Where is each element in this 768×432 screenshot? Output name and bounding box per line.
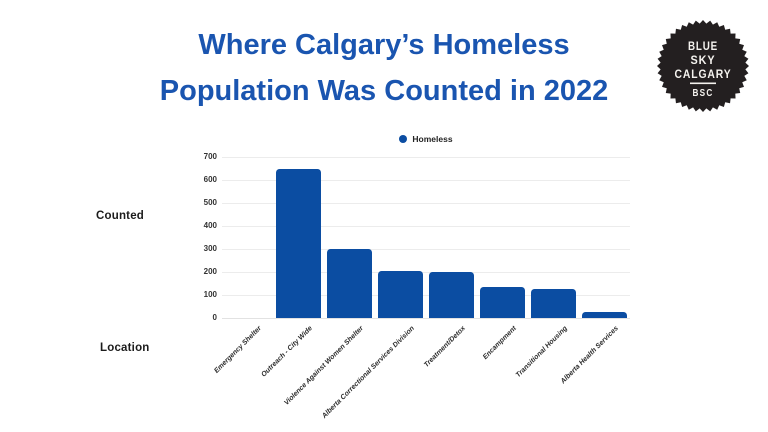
logo-divider xyxy=(690,82,716,85)
blue-sky-calgary-logo: BLUE SKY CALGARY BSC xyxy=(657,20,749,112)
gridline-700 xyxy=(222,157,630,158)
gridline-400 xyxy=(222,226,630,227)
y-tick-label-500: 500 xyxy=(203,198,217,207)
y-tick-label-600: 600 xyxy=(203,175,217,184)
logo-text-sky: SKY xyxy=(691,53,716,67)
logo-text-bsc: BSC xyxy=(693,88,714,99)
bar-encampment xyxy=(480,286,525,318)
gridline-300 xyxy=(222,249,630,250)
bar-alberta-correctional-services-division xyxy=(378,270,423,318)
gridline-600 xyxy=(222,180,630,181)
logo-text-blue: BLUE xyxy=(688,39,718,53)
y-tick-label-300: 300 xyxy=(203,244,217,253)
chart-title: Where Calgary’s Homeless Population Was … xyxy=(0,22,768,114)
legend: Homeless xyxy=(222,134,630,144)
legend-item: Homeless xyxy=(399,134,453,144)
bar-violence-against-women-shelter xyxy=(327,249,372,318)
gridline-0 xyxy=(222,318,630,319)
y-tick-label-200: 200 xyxy=(203,267,217,276)
bar-outreach-city-wide xyxy=(276,168,321,318)
logo-text-calgary: CALGARY xyxy=(675,67,732,81)
x-tick-label-emergency-shelter: Emergency Shelter xyxy=(212,325,263,375)
gridline-100 xyxy=(222,295,630,296)
bar-treatment-detox xyxy=(429,272,474,318)
legend-dot-icon xyxy=(399,135,408,143)
x-axis-title: Location xyxy=(100,342,150,354)
gridline-200 xyxy=(222,272,630,273)
y-tick-label-700: 700 xyxy=(203,152,217,161)
y-axis-title: Counted xyxy=(96,210,145,222)
y-tick-label-400: 400 xyxy=(203,221,217,230)
y-tick-label-0: 0 xyxy=(212,313,217,322)
bar-alberta-health-services xyxy=(582,312,627,318)
legend-label: Homeless xyxy=(412,134,453,144)
plot-area: 0 100 200 300 400 500 600 700 Emergency Shelter O… xyxy=(204,152,630,420)
logo-badge-shape xyxy=(657,20,749,112)
chart-title-line1: Where Calgary’s Homeless xyxy=(198,29,570,61)
gridline-500 xyxy=(222,203,630,204)
bar-transitional-housing xyxy=(531,289,576,318)
chart-title-line2: Population Was Counted in 2022 xyxy=(159,75,609,107)
y-tick-label-100: 100 xyxy=(203,290,217,299)
